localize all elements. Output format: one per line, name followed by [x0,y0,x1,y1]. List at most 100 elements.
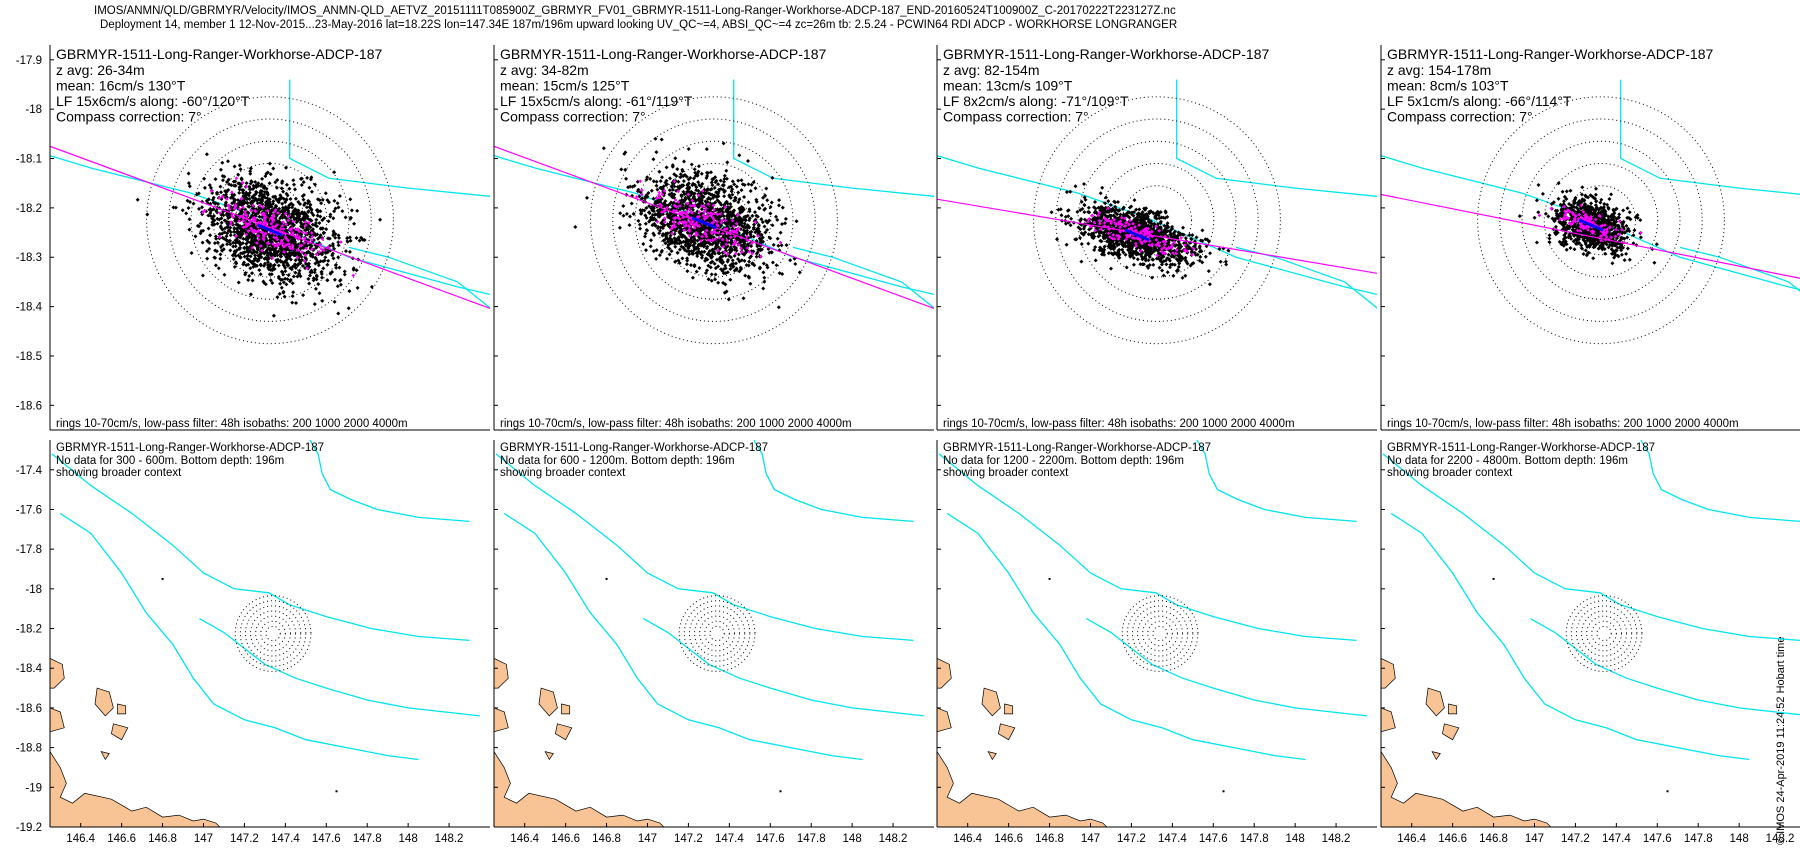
speed-ring [250,610,297,657]
panel-info-line: No data for 300 - 600m. Bottom depth: 19… [56,455,284,467]
y-tick-label: -18.6 [16,703,42,715]
island-speck [1048,577,1051,580]
x-tick-label: 147.8 [797,833,826,845]
speed-ring [1137,610,1184,657]
x-tick-label: 146.6 [994,833,1023,845]
speed-ring [168,118,372,322]
y-tick-label: -18.4 [16,663,43,675]
y-tick-label: -18.2 [16,624,42,636]
panel-info-line: Compass correction: 7° [56,109,202,125]
panel-footer: rings 10-70cm/s, low-pass filter: 48h is… [943,418,1295,430]
plot-area [937,440,1367,827]
speed-ring [1055,118,1259,322]
x-tick-label: 146.8 [592,833,621,845]
y-tick-label: -19.2 [16,822,42,834]
speed-ring [699,615,735,652]
x-tick-label: 146.4 [1397,833,1426,845]
x-tick-label: 146.8 [1479,833,1508,845]
panel-4: GBRMYR-1511-Long-Ranger-Workhorse-ADCP-1… [1380,45,1800,431]
isobath-line [643,618,924,717]
y-tick-label: -18.4 [16,302,43,314]
isobath-line [753,440,914,523]
island-speck [779,790,782,793]
speed-ring [704,620,730,647]
land-polygon [1381,707,1396,733]
land-polygon [1425,687,1445,717]
isobath-line [1381,155,1800,291]
speed-ring [265,625,281,642]
panel-title: GBRMYR-1511-Long-Ranger-Workhorse-ADCP-1… [943,46,1269,62]
island-speck [335,790,338,793]
y-tick-label: -17.6 [16,504,42,516]
plot-area [50,79,490,345]
x-tick-label: 147.8 [353,833,382,845]
panel-info-line: z avg: 26-34m [56,62,145,78]
land-polygon [117,703,127,715]
x-tick-label: 148.2 [879,833,908,845]
speed-ring [694,610,741,657]
x-tick-label: 147.2 [1561,833,1590,845]
panel-info-line: showing broader context [500,467,626,479]
land-polygon [1442,723,1460,741]
isobath-line [1235,246,1377,309]
x-tick-label: 146.4 [66,833,95,845]
x-tick-label: 147.2 [674,833,703,845]
x-tick-label: 148.2 [435,833,464,845]
island-speck [1492,577,1495,580]
speed-ring [244,605,302,662]
panel-info-line: Compass correction: 7° [943,109,1089,125]
isobath-line [1620,79,1800,195]
y-tick-label: -17.8 [16,544,42,556]
isobath-line [1640,440,1800,523]
x-tick-label: 148 [1730,833,1749,845]
isobath-line [1390,512,1750,761]
panel-info-line: mean: 16cm/s 130°T [56,78,186,94]
speed-ring [1033,96,1281,345]
land-polygon [111,723,129,741]
speed-ring [590,96,838,345]
panel-info-line: mean: 8cm/s 103°T [1387,78,1509,94]
island-speck [605,577,608,580]
panel-5: GBRMYR-1511-Long-Ranger-Workhorse-ADCP-1… [16,440,490,845]
land-polygon [94,687,114,717]
speed-ring [1131,605,1189,662]
land-polygon [494,707,509,733]
y-tick-label: -18.3 [16,252,42,264]
x-tick-label: 147.6 [756,833,785,845]
speed-ring [1477,96,1725,345]
mean-vector [1124,228,1150,242]
speed-ring [1099,162,1215,278]
panels: GBRMYR-1511-Long-Ranger-Workhorse-ADCP-1… [16,45,1800,845]
plot-area [1381,79,1800,345]
land-polygon [538,687,558,717]
panel-title: GBRMYR-1511-Long-Ranger-Workhorse-ADCP-1… [1387,46,1713,62]
x-tick-label: 147.4 [1602,833,1631,845]
panel-info-line: LF 8x2cm/s along: -71°/109°T [943,93,1129,109]
x-tick-label: 146.8 [1035,833,1064,845]
speed-ring [688,605,746,662]
panel-info-line: z avg: 154-178m [1387,62,1491,78]
plot-area [1381,440,1800,827]
isobath-line [792,246,934,309]
mean-vector [257,223,283,237]
panel-title: GBRMYR-1511-Long-Ranger-Workhorse-ADCP-1… [1387,442,1655,454]
land-polygon [987,751,997,761]
plot-area [50,440,480,827]
x-tick-label: 148 [399,833,418,845]
x-tick-label: 147 [638,833,657,845]
panel-title: GBRMYR-1511-Long-Ranger-Workhorse-ADCP-1… [56,46,382,62]
x-tick-label: 146.6 [551,833,580,845]
land-polygon [1431,751,1441,761]
panel-1: GBRMYR-1511-Long-Ranger-Workhorse-ADCP-1… [16,45,490,431]
speed-ring [678,595,756,672]
panel-info-line: No data for 1200 - 2200m. Bottom depth: … [943,455,1184,467]
panel-info-line: LF 15x6cm/s along: -60°/120°T [56,93,250,109]
isobath-line [199,618,480,717]
file-title: IMOS/ANMN/QLD/GBRMYR/Velocity/IMOS_ANMN-… [94,5,1176,17]
x-tick-label: 147 [1525,833,1544,845]
land-polygon [561,703,571,715]
plot-area [494,79,934,345]
panel-6: GBRMYR-1511-Long-Ranger-Workhorse-ADCP-1… [493,440,934,845]
speed-ring [1591,620,1617,647]
